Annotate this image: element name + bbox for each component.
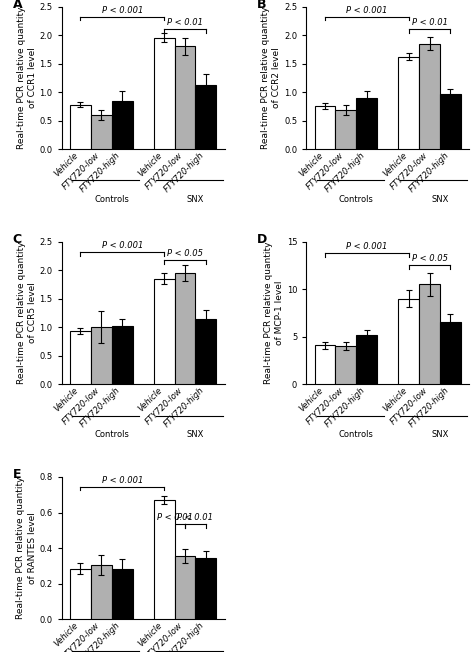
- Bar: [356, 98, 377, 149]
- Y-axis label: Real-time PCR relative quantity
of CCR2 level: Real-time PCR relative quantity of CCR2 …: [261, 7, 281, 149]
- Text: Controls: Controls: [94, 430, 129, 439]
- Bar: [174, 273, 195, 384]
- Y-axis label: Real-time PCR relative quantity
of CCR5 level: Real-time PCR relative quantity of CCR5 …: [17, 242, 36, 384]
- Text: A: A: [13, 0, 22, 11]
- Bar: [154, 38, 174, 149]
- Bar: [91, 327, 112, 384]
- Text: Controls: Controls: [339, 195, 374, 203]
- Text: E: E: [13, 468, 21, 481]
- Text: SNX: SNX: [187, 430, 204, 439]
- Bar: [315, 106, 336, 149]
- Bar: [112, 569, 133, 619]
- Bar: [419, 284, 440, 384]
- Text: P < 0.05: P < 0.05: [411, 254, 447, 263]
- Bar: [195, 85, 216, 149]
- Text: P < 0.01: P < 0.01: [167, 18, 203, 27]
- Text: P < 0.001: P < 0.001: [346, 6, 388, 14]
- Text: SNX: SNX: [187, 195, 204, 203]
- Text: B: B: [257, 0, 267, 11]
- Bar: [398, 57, 419, 149]
- Bar: [336, 110, 356, 149]
- Bar: [154, 279, 174, 384]
- Bar: [315, 346, 336, 384]
- Bar: [91, 115, 112, 149]
- Bar: [174, 46, 195, 149]
- Bar: [195, 558, 216, 619]
- Bar: [70, 331, 91, 384]
- Text: Controls: Controls: [94, 195, 129, 203]
- Text: D: D: [257, 233, 267, 246]
- Text: Controls: Controls: [339, 430, 374, 439]
- Bar: [70, 104, 91, 149]
- Bar: [112, 100, 133, 149]
- Y-axis label: Real-time PCR relative quantity
of RANTES level: Real-time PCR relative quantity of RANTE…: [17, 477, 36, 619]
- Text: P < 0.01: P < 0.01: [156, 513, 192, 522]
- Bar: [91, 565, 112, 619]
- Bar: [356, 335, 377, 384]
- Text: P < 0.001: P < 0.001: [346, 242, 388, 251]
- Bar: [419, 44, 440, 149]
- Bar: [154, 500, 174, 619]
- Text: SNX: SNX: [431, 195, 449, 203]
- Bar: [174, 556, 195, 619]
- Bar: [336, 346, 356, 384]
- Bar: [440, 95, 461, 149]
- Text: P < 0.05: P < 0.05: [167, 249, 203, 258]
- Bar: [398, 299, 419, 384]
- Y-axis label: Real-time PCR relative quantity
of MCP-1 level: Real-time PCR relative quantity of MCP-1…: [264, 242, 284, 384]
- Text: SNX: SNX: [431, 430, 449, 439]
- Text: P < 0.001: P < 0.001: [101, 241, 143, 250]
- Text: C: C: [13, 233, 22, 246]
- Text: P < 0.001: P < 0.001: [101, 475, 143, 484]
- Bar: [440, 323, 461, 384]
- Text: P < 0.01: P < 0.01: [411, 18, 447, 27]
- Bar: [112, 326, 133, 384]
- Bar: [195, 319, 216, 384]
- Text: P < 0.01: P < 0.01: [177, 513, 213, 522]
- Bar: [70, 569, 91, 619]
- Text: P < 0.001: P < 0.001: [101, 6, 143, 14]
- Y-axis label: Real-time PCR relative quantity
of CCR1 level: Real-time PCR relative quantity of CCR1 …: [17, 7, 36, 149]
